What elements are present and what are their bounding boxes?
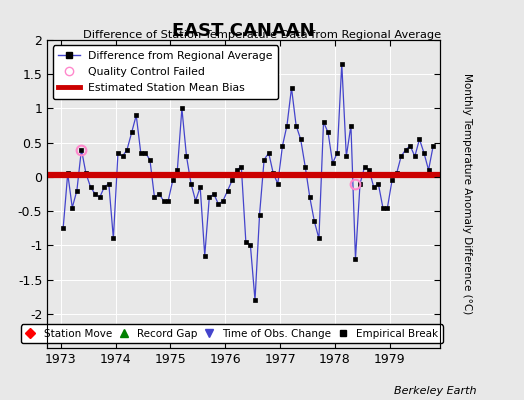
Y-axis label: Monthly Temperature Anomaly Difference (°C): Monthly Temperature Anomaly Difference (… (462, 73, 472, 315)
Legend: Station Move, Record Gap, Time of Obs. Change, Empirical Break: Station Move, Record Gap, Time of Obs. C… (21, 324, 443, 343)
Text: Difference of Station Temperature Data from Regional Average: Difference of Station Temperature Data f… (83, 30, 441, 40)
Text: Berkeley Earth: Berkeley Earth (395, 386, 477, 396)
Title: EAST CANAAN: EAST CANAAN (172, 22, 315, 40)
